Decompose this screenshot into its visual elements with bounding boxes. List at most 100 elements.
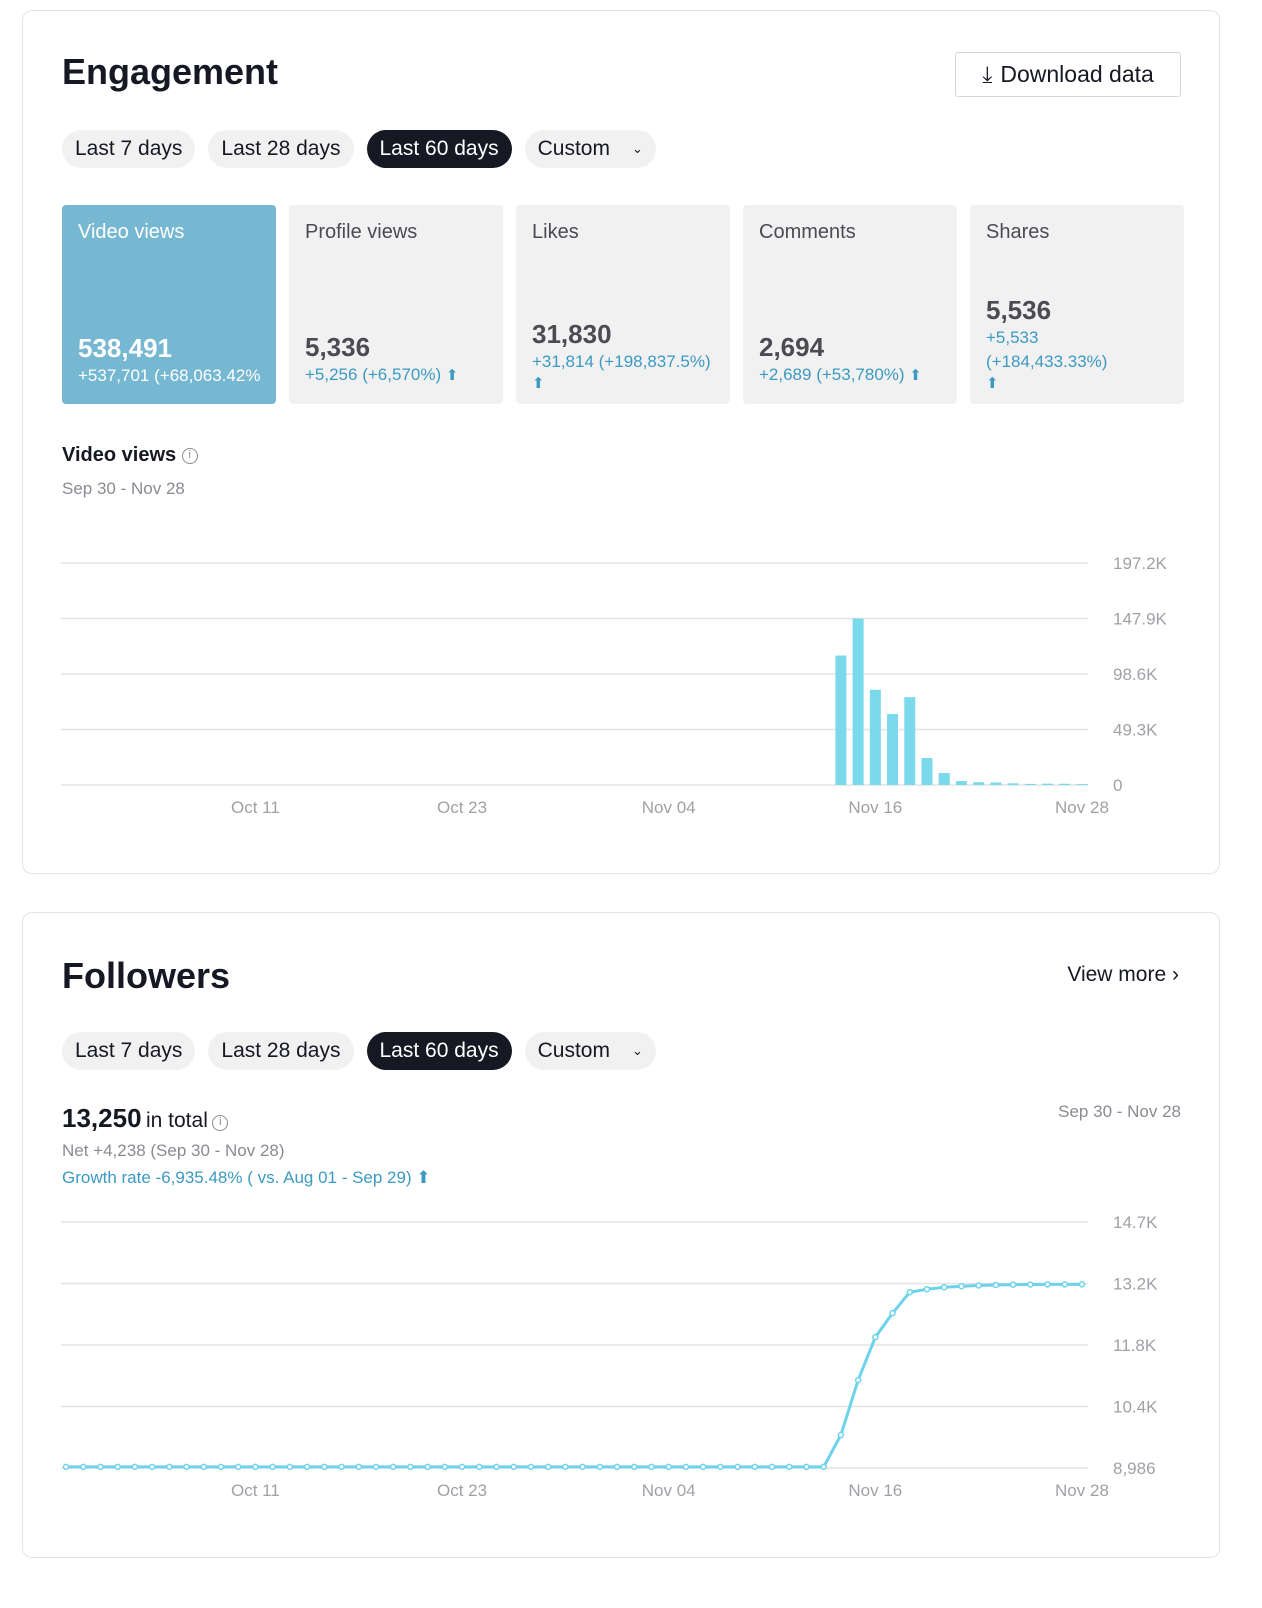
- data-point: [372, 1463, 380, 1471]
- data-point: [734, 1463, 741, 1471]
- data-point: [923, 1285, 931, 1293]
- card-label: Shares: [986, 221, 1050, 243]
- download-data-button[interactable]: ⤓ Download data: [955, 52, 1181, 97]
- card-comments[interactable]: Comments 2,694 +2,689 (+53,780%) ⬆: [743, 205, 957, 404]
- data-point: [321, 1463, 328, 1471]
- download-label: Download data: [1000, 61, 1154, 87]
- bar: [1007, 783, 1019, 785]
- card-label: Likes: [532, 221, 579, 243]
- data-point: [493, 1463, 500, 1471]
- card-value: 5,336: [305, 332, 371, 362]
- data-point: [820, 1463, 827, 1471]
- x-tick-label: Nov 04: [642, 1481, 696, 1500]
- data-point: [544, 1463, 552, 1471]
- bar: [1042, 783, 1054, 785]
- data-point: [906, 1288, 914, 1296]
- chevron-down-icon: ⌄: [631, 141, 643, 156]
- custom-range-dropdown[interactable]: Custom ⌄: [524, 130, 656, 168]
- data-point: [596, 1463, 604, 1471]
- data-point: [613, 1463, 621, 1471]
- arrow-up-icon: ⬆: [532, 375, 545, 392]
- x-tick-label: Nov 28: [1055, 798, 1109, 817]
- bar: [990, 782, 1002, 785]
- tab-last-7-days[interactable]: Last 7 days: [62, 130, 196, 168]
- data-point: [269, 1463, 276, 1471]
- data-point: [166, 1463, 173, 1471]
- data-point: [1009, 1281, 1017, 1288]
- data-point: [682, 1463, 690, 1471]
- data-point: [768, 1463, 776, 1471]
- data-point: [837, 1431, 845, 1439]
- arrow-up-icon: ⬆: [445, 367, 459, 384]
- arrow-up-icon: ⬆: [416, 1168, 431, 1187]
- card-label: Comments: [759, 221, 856, 243]
- custom-range-dropdown[interactable]: Custom ⌄: [524, 1032, 656, 1070]
- data-point: [252, 1463, 259, 1471]
- download-icon: ⤓: [982, 61, 993, 87]
- data-point: [940, 1283, 948, 1291]
- data-point: [992, 1281, 1000, 1289]
- card-delta: +5,533: [986, 328, 1039, 347]
- data-point: [1027, 1281, 1034, 1288]
- data-point: [148, 1463, 156, 1471]
- arrow-up-icon: ⬆: [986, 375, 999, 392]
- y-tick-label: 197.2K: [1113, 554, 1168, 573]
- card-likes[interactable]: Likes 31,830 +31,814 (+198,837.5%) ⬆: [516, 205, 730, 404]
- tab-last-28-days[interactable]: Last 28 days: [208, 130, 354, 168]
- card-video-views[interactable]: Video views 538,491 +537,701 (+68,063.42%: [62, 205, 276, 404]
- info-icon[interactable]: i: [181, 447, 198, 464]
- data-point: [1061, 1281, 1069, 1288]
- data-point: [114, 1463, 121, 1471]
- y-tick-label: 8,986: [1113, 1459, 1156, 1478]
- view-more-label: View more: [1067, 963, 1167, 986]
- data-point: [286, 1463, 294, 1471]
- y-tick-label: 13.2K: [1113, 1275, 1158, 1294]
- arrow-up-icon: ⬆: [909, 367, 922, 384]
- followers-range-tabs: Last 7 days Last 28 days Last 60 days Cu…: [62, 1032, 656, 1070]
- card-delta: +31,814 (+198,837.5%): [532, 352, 711, 371]
- card-label: Profile views: [305, 221, 418, 243]
- data-point: [699, 1463, 707, 1471]
- x-tick-label: Nov 16: [848, 1481, 902, 1500]
- data-point: [338, 1463, 345, 1471]
- total-suffix: in total: [145, 1109, 208, 1132]
- data-point: [631, 1463, 638, 1471]
- chevron-right-icon: ›: [1172, 963, 1179, 986]
- data-point: [527, 1463, 535, 1471]
- tab-last-28-days[interactable]: Last 28 days: [208, 1032, 354, 1070]
- data-point: [579, 1463, 586, 1471]
- custom-label: Custom: [537, 137, 610, 160]
- card-shares[interactable]: Shares 5,536 +5,533 (+184,433.33%) ⬆: [970, 205, 1184, 404]
- data-point: [200, 1463, 208, 1471]
- chart-title: Video views i: [62, 444, 198, 467]
- bar: [1059, 783, 1071, 785]
- y-tick-label: 14.7K: [1113, 1213, 1158, 1232]
- data-point: [389, 1463, 397, 1471]
- card-value: 5,536: [986, 295, 1052, 325]
- date-range: Sep 30 - Nov 28: [62, 479, 185, 498]
- data-point: [648, 1463, 655, 1471]
- y-tick-label: 10.4K: [1113, 1398, 1158, 1417]
- y-tick-label: 11.8K: [1113, 1336, 1157, 1355]
- y-tick-label: 49.3K: [1113, 721, 1158, 740]
- data-point: [62, 1463, 70, 1471]
- card-profile-views[interactable]: Profile views 5,336 +5,256 (+6,570%) ⬆: [289, 205, 503, 404]
- data-point: [131, 1463, 139, 1471]
- bar: [869, 689, 881, 785]
- data-point: [1078, 1281, 1086, 1288]
- card-value: 2,694: [759, 332, 825, 362]
- x-tick-label: Nov 16: [848, 798, 902, 817]
- data-point: [785, 1463, 793, 1471]
- view-more-link[interactable]: View more ›: [1067, 963, 1179, 987]
- tab-last-60-days[interactable]: Last 60 days: [366, 1032, 512, 1070]
- tab-last-60-days[interactable]: Last 60 days: [366, 130, 512, 168]
- data-point: [751, 1463, 759, 1471]
- info-icon[interactable]: i: [212, 1114, 229, 1131]
- tab-last-7-days[interactable]: Last 7 days: [62, 1032, 196, 1070]
- data-point: [476, 1463, 483, 1471]
- metric-cards: Video views 538,491 +537,701 (+68,063.42% …: [62, 205, 1184, 404]
- data-point: [407, 1463, 414, 1471]
- card-value: 31,830: [532, 319, 612, 349]
- growth-rate: Growth rate -6,935.48% ( vs. Aug 01 - Se…: [62, 1168, 431, 1188]
